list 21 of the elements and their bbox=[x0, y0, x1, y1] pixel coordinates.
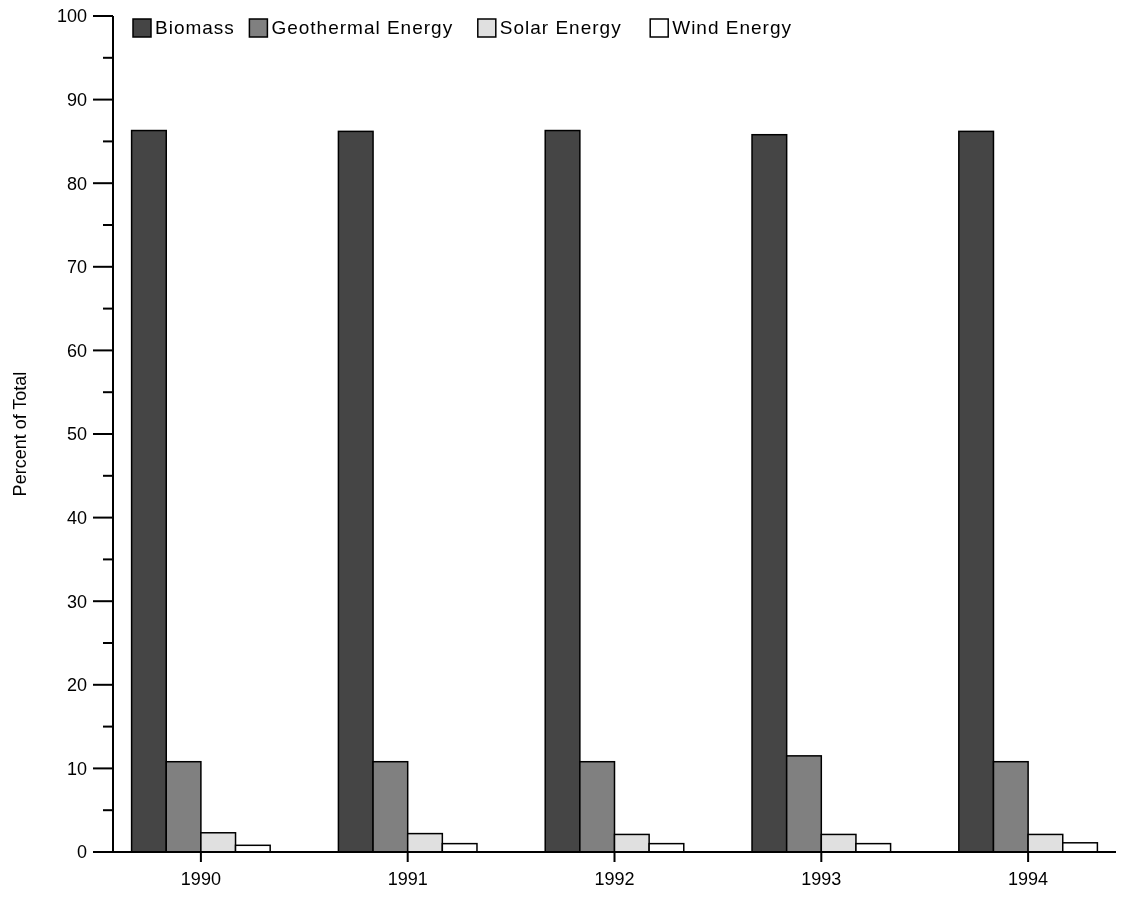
y-tick-label: 80 bbox=[66, 173, 87, 194]
x-tick-label: 1991 bbox=[387, 869, 428, 889]
legend-label: Wind Energy bbox=[672, 17, 792, 38]
x-tick-label: 1994 bbox=[1008, 869, 1049, 889]
x-tick-label: 1993 bbox=[801, 869, 842, 889]
legend-label: Solar Energy bbox=[499, 17, 622, 38]
y-tick-label: 90 bbox=[66, 89, 87, 110]
legend-label: Biomass bbox=[155, 17, 235, 38]
y-tick-label: 40 bbox=[66, 507, 87, 528]
y-tick-label: 30 bbox=[66, 591, 87, 612]
y-axis-title: Percent of Total bbox=[10, 371, 31, 497]
y-tick-label: 100 bbox=[56, 6, 87, 27]
y-tick-label: 50 bbox=[66, 424, 87, 445]
y-tick-label: 0 bbox=[76, 842, 87, 863]
y-tick-label: 60 bbox=[66, 340, 87, 361]
y-tick-label: 10 bbox=[66, 758, 87, 779]
y-tick-label: 20 bbox=[66, 675, 87, 696]
y-tick-label: 70 bbox=[66, 257, 87, 278]
x-tick-label: 1990 bbox=[180, 869, 221, 889]
x-tick-label: 1992 bbox=[594, 869, 635, 889]
legend-label: Geothermal Energy bbox=[271, 17, 454, 38]
